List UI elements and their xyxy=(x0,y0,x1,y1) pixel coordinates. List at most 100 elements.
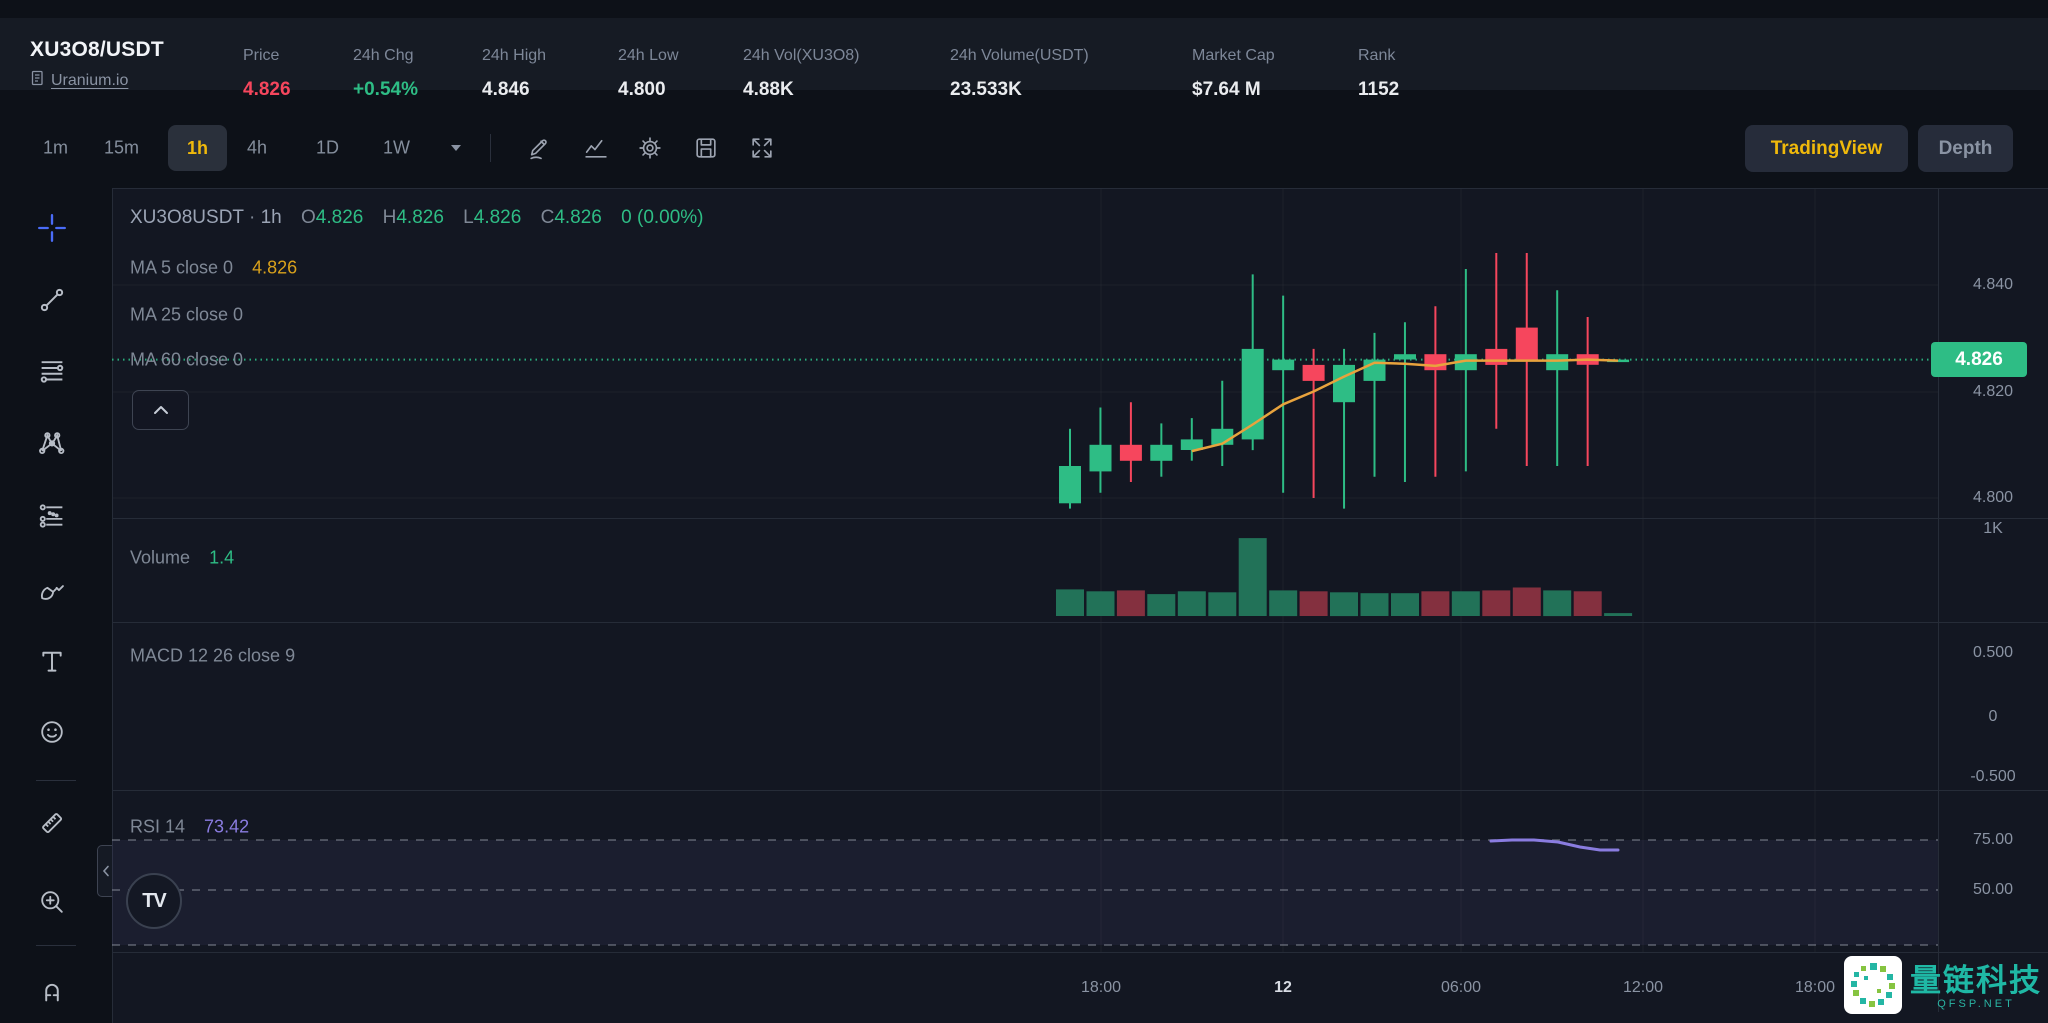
zoom-in-icon[interactable] xyxy=(24,887,80,917)
legend-symbol: XU3O8USDT xyxy=(130,207,244,228)
exchange-row[interactable]: Uranium.io xyxy=(30,70,128,91)
brand-watermark: 量链科技 QFSP.NET xyxy=(1840,954,2046,1021)
stat-value-mcap: $7.64 M xyxy=(1192,79,1261,100)
brand-name: 量链科技 xyxy=(1910,963,2042,998)
high-value: 4.826 xyxy=(396,207,444,228)
tab-timeframe-1m[interactable]: 1m xyxy=(43,137,69,158)
parallel-channel-icon[interactable] xyxy=(24,501,80,531)
grid-lines xyxy=(112,188,1938,952)
ma5-value: 4.826 xyxy=(252,257,298,278)
tab-timeframe-1d[interactable]: 1D xyxy=(316,137,340,158)
stat-label: 24h High xyxy=(482,47,547,64)
ma5-legend: MA 5 close 0 4.826 xyxy=(130,258,297,279)
magnet-icon[interactable] xyxy=(24,975,80,1005)
rsi-value: 73.42 xyxy=(204,816,250,837)
stat-label: 24h Low xyxy=(618,47,679,64)
text-tool-icon[interactable] xyxy=(24,647,80,677)
stat-label: 24h Chg xyxy=(353,47,414,64)
time-tick: 18:00 xyxy=(1080,979,1122,996)
ma25-legend: MA 25 close 0 xyxy=(130,304,244,325)
stat-label: Market Cap xyxy=(1192,47,1275,64)
close-key: C xyxy=(540,207,555,228)
brand-logo-icon xyxy=(1844,956,1902,1019)
fib-retracement-icon[interactable] xyxy=(24,357,80,387)
pair-title: XU3O8/USDT xyxy=(30,38,164,61)
volume-value: 1.4 xyxy=(209,547,235,568)
stat-value-vol-quote: 23.533K xyxy=(950,79,1022,100)
market-header: XU3O8/USDT Uranium.io Price 4.826 24h Ch… xyxy=(0,18,2048,100)
tab-timeframe-4h[interactable]: 4h xyxy=(247,137,268,158)
volume-label: Volume xyxy=(130,547,191,568)
tradingview-tab[interactable]: TradingView xyxy=(1745,125,1908,172)
rsi-guide-lines xyxy=(112,839,1938,946)
tradingview-logo: TV xyxy=(126,873,182,929)
emoji-tool-icon[interactable] xyxy=(24,717,80,747)
collapse-indicators-button[interactable] xyxy=(132,390,189,430)
brush-icon[interactable] xyxy=(24,578,80,608)
line-chart-icon[interactable] xyxy=(583,135,610,162)
rail-divider xyxy=(36,945,76,946)
rsi-label: RSI 14 xyxy=(130,816,186,837)
time-tick: 12:00 xyxy=(1622,979,1664,996)
ma60-legend: MA 60 close 0 xyxy=(130,349,244,370)
stat-label: Rank xyxy=(1358,47,1396,64)
ma5-label: MA 5 close 0 xyxy=(130,257,234,278)
rsi-legend: RSI 14 73.42 xyxy=(130,817,249,838)
low-key: L xyxy=(463,207,474,228)
measure-ruler-icon[interactable] xyxy=(24,808,80,838)
time-tick-date: 12 xyxy=(1274,979,1292,996)
stat-value-high: 4.846 xyxy=(482,79,530,100)
volume-tick: 1K xyxy=(1983,520,2003,537)
trend-line-icon[interactable] xyxy=(24,285,80,315)
exchange-link[interactable]: Uranium.io xyxy=(51,71,129,89)
price-series xyxy=(1056,253,1633,852)
stat-value-low: 4.800 xyxy=(618,79,666,100)
tab-timeframe-15m[interactable]: 15m xyxy=(104,137,140,158)
fullscreen-icon[interactable] xyxy=(749,135,776,162)
toolbar-divider xyxy=(490,134,491,162)
stat-label: 24h Volume(USDT) xyxy=(950,47,1089,64)
macd-tick: -0.500 xyxy=(1970,768,2016,785)
depth-tab[interactable]: Depth xyxy=(1918,125,2013,172)
tab-timeframe-1w[interactable]: 1W xyxy=(383,137,410,158)
tab-timeframe-1h-active[interactable]: 1h xyxy=(168,125,227,171)
contract-doc-icon xyxy=(30,70,45,91)
save-icon[interactable] xyxy=(693,135,720,162)
open-value: 4.826 xyxy=(315,207,364,228)
stat-label: Price xyxy=(243,47,280,64)
open-key: O xyxy=(301,207,316,228)
stat-value-vol-base: 4.88K xyxy=(743,79,794,100)
collapse-rail-handle[interactable] xyxy=(97,845,113,897)
draw-tool-icon[interactable] xyxy=(527,135,554,162)
legend-dot: · xyxy=(248,207,256,228)
macd-tick: 0.500 xyxy=(1972,644,2014,661)
price-tick: 4.800 xyxy=(1972,489,2014,506)
chevron-down-icon[interactable] xyxy=(450,144,462,152)
volume-legend: Volume 1.4 xyxy=(130,548,234,569)
last-price-badge: 4.826 xyxy=(1931,342,2027,377)
high-key: H xyxy=(382,207,397,228)
macd-tick: 0 xyxy=(1988,708,1998,725)
legend-interval: 1h xyxy=(260,207,282,228)
panel-dividers xyxy=(112,188,2048,1023)
time-tick: 06:00 xyxy=(1440,979,1482,996)
rsi-tick: 50.00 xyxy=(1972,881,2014,898)
rsi-tick: 75.00 xyxy=(1972,831,2014,848)
macd-legend: MACD 12 26 close 9 xyxy=(130,645,296,666)
gear-icon[interactable] xyxy=(637,135,664,162)
stat-value-price: 4.826 xyxy=(243,79,291,100)
change-value: 0 (0.00%) xyxy=(621,207,704,228)
low-value: 4.826 xyxy=(473,207,522,228)
time-tick: 18:00 xyxy=(1794,979,1836,996)
price-tick: 4.840 xyxy=(1972,276,2014,293)
rsi-band xyxy=(112,840,1938,945)
stat-value-rank: 1152 xyxy=(1358,79,1400,100)
rail-divider xyxy=(36,780,76,781)
close-value: 4.826 xyxy=(554,207,602,228)
price-tick: 4.820 xyxy=(1972,383,2014,400)
crosshair-icon[interactable] xyxy=(24,212,80,244)
brand-site: QFSP.NET xyxy=(1937,998,2015,1010)
xabcd-pattern-icon[interactable] xyxy=(24,429,80,459)
